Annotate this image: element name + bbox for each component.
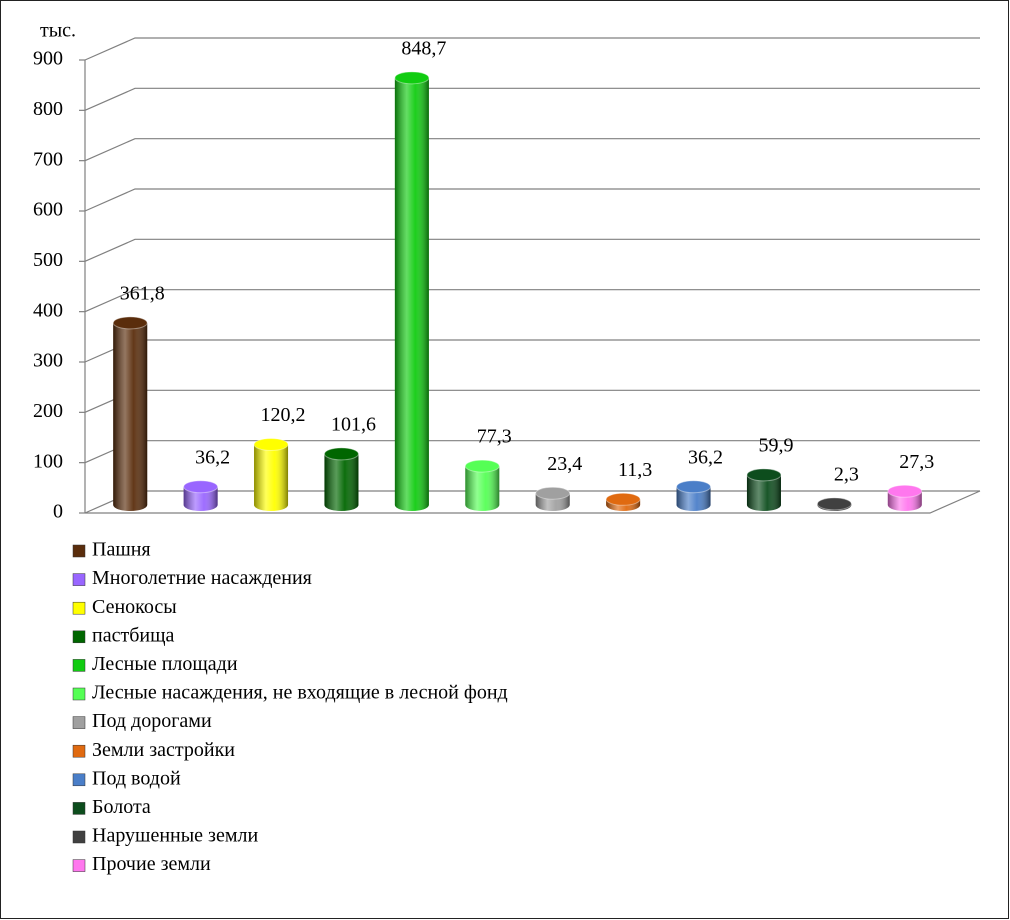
bar-shade	[324, 453, 359, 512]
grid-line	[84, 138, 980, 162]
bar-top	[605, 492, 641, 506]
bar-shade	[183, 486, 218, 512]
bar-top	[676, 480, 712, 494]
value-label: 361,8	[120, 282, 165, 304]
bar-group	[183, 480, 219, 512]
bar-shade	[746, 474, 781, 512]
legend-swatch	[72, 716, 86, 729]
grid-line	[84, 389, 980, 413]
legend-label: Многолетние насаждения	[92, 567, 312, 589]
legend-swatch	[72, 659, 86, 672]
grid-line	[84, 37, 980, 61]
legend-label: Лесные площади	[92, 653, 238, 675]
floor	[85, 490, 981, 514]
value-label: 848,7	[401, 37, 446, 59]
bar-group	[816, 497, 852, 512]
y-tick-label: 200	[33, 400, 63, 422]
legend-swatch	[72, 830, 86, 844]
value-label: 101,6	[331, 413, 376, 435]
legend-label: Лесные насаждения, не входящие в лесной …	[92, 682, 508, 704]
grid-line	[84, 238, 980, 262]
unit-label: тыс.	[40, 20, 76, 42]
grid-line	[84, 188, 980, 212]
bar-top	[394, 71, 430, 85]
legend-swatch	[72, 744, 86, 758]
legend-swatch	[72, 544, 86, 558]
value-label: 11,3	[618, 459, 652, 481]
value-label: 27,3	[899, 451, 934, 473]
grid-line	[84, 289, 980, 313]
y-tick-label: 400	[33, 299, 63, 321]
bar-shade	[676, 486, 711, 512]
y-tick-label: 900	[33, 48, 63, 70]
y-tick-label: 500	[33, 249, 63, 271]
legend-label: пастбища	[92, 624, 174, 646]
bar-top	[887, 484, 923, 498]
bar-shade	[465, 466, 500, 512]
bar-top	[816, 497, 852, 511]
y-tick-label: 600	[33, 199, 63, 221]
legend-swatch	[72, 601, 86, 615]
bar-group	[676, 480, 712, 512]
bar-top	[323, 447, 359, 461]
legend-label: Под водой	[92, 767, 181, 789]
legend-swatch	[72, 802, 86, 815]
legend-label: Болота	[92, 796, 151, 818]
value-label: 59,9	[758, 434, 793, 456]
legend-label: Прочие земли	[92, 853, 211, 875]
bar-group	[323, 447, 359, 512]
bar-group	[253, 437, 289, 511]
bar-group	[746, 468, 782, 512]
bar-top	[464, 459, 500, 473]
y-tick-label: 700	[33, 148, 63, 170]
bar-shade	[113, 322, 148, 511]
legend-label: Земли застройки	[92, 739, 235, 761]
bar-group	[394, 71, 430, 512]
bar-shade	[394, 77, 429, 512]
bar-group	[112, 316, 148, 511]
legend-label: Сенокосы	[92, 596, 177, 618]
legend-label: Под дорогами	[92, 710, 212, 732]
y-tick-label: 100	[33, 450, 63, 472]
legend-swatch	[72, 859, 86, 872]
value-label: 2,3	[834, 463, 859, 485]
bar-top	[183, 480, 219, 494]
bar-top	[535, 486, 571, 500]
legend-swatch	[72, 573, 86, 586]
legend-label: Пашня	[92, 539, 151, 561]
value-label: 120,2	[261, 404, 306, 426]
bar-shade	[254, 444, 289, 511]
bar-top	[746, 468, 782, 482]
value-label: 36,2	[195, 446, 230, 468]
legend-label: Нарушенные земли	[92, 825, 258, 847]
bar-group	[535, 486, 571, 511]
bar-group	[464, 459, 500, 512]
bar-top	[112, 316, 148, 330]
y-tick-label: 0	[53, 501, 63, 523]
value-label: 23,4	[547, 453, 582, 475]
y-tick-label: 300	[33, 350, 63, 372]
bar-group	[605, 492, 641, 512]
legend-swatch	[72, 687, 86, 701]
bar-top	[253, 437, 289, 451]
legend-swatch	[72, 773, 86, 787]
value-label: 36,2	[688, 446, 723, 468]
legend-swatch	[72, 630, 86, 644]
bar-group	[887, 484, 923, 512]
grid-line	[84, 339, 980, 363]
grid-line	[84, 87, 980, 111]
value-label: 77,3	[477, 426, 512, 448]
y-tick-label: 800	[33, 98, 63, 120]
